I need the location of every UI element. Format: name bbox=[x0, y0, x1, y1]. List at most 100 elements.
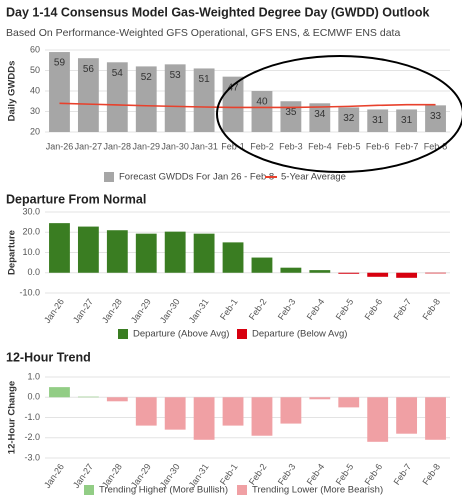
bar bbox=[77, 226, 99, 273]
bar bbox=[367, 272, 389, 277]
bar bbox=[338, 397, 360, 408]
bar bbox=[164, 231, 186, 273]
y-axis-label: 12-Hour Change bbox=[7, 381, 18, 454]
x-tick-label: Feb-3 bbox=[276, 462, 298, 487]
bar bbox=[135, 233, 157, 273]
chart-title: Day 1-14 Consensus Model Gas-Weighted De… bbox=[6, 5, 430, 19]
bar bbox=[280, 397, 302, 424]
bar bbox=[367, 109, 389, 132]
bar bbox=[135, 397, 157, 426]
x-tick-label: Feb-6 bbox=[366, 141, 390, 151]
bar bbox=[280, 267, 302, 273]
x-tick-label: Feb-1 bbox=[221, 141, 245, 151]
x-tick-label: Feb-8 bbox=[420, 297, 442, 322]
x-tick-label: Jan-26 bbox=[42, 462, 66, 490]
x-tick-label: Jan-30 bbox=[158, 297, 182, 325]
x-tick-label: Jan-28 bbox=[100, 297, 124, 325]
bar bbox=[251, 91, 273, 132]
bar bbox=[425, 272, 446, 274]
bar bbox=[251, 397, 273, 436]
bar bbox=[164, 397, 186, 430]
bar bbox=[164, 64, 186, 132]
legend-swatch bbox=[118, 329, 128, 339]
bar bbox=[135, 66, 157, 132]
y-tick-label: 40 bbox=[30, 85, 40, 95]
x-tick-label: Feb-2 bbox=[250, 141, 274, 151]
x-tick-label: Feb-4 bbox=[305, 297, 327, 322]
x-tick-label: Jan-31 bbox=[187, 297, 211, 325]
x-tick-label: Feb-4 bbox=[305, 462, 327, 487]
bar bbox=[77, 58, 99, 133]
bar bbox=[193, 397, 215, 440]
x-tick-label: Feb-5 bbox=[334, 297, 356, 322]
x-tick-label: Feb-2 bbox=[247, 462, 269, 487]
x-tick-label: Feb-5 bbox=[337, 141, 361, 151]
x-tick-label: Feb-4 bbox=[308, 141, 332, 151]
bar bbox=[49, 52, 70, 132]
chart-title: 12-Hour Trend bbox=[6, 350, 91, 364]
bar bbox=[49, 387, 70, 398]
data-label: 33 bbox=[430, 111, 442, 122]
bar bbox=[396, 397, 418, 434]
chart-subtitle: Based On Performance-Weighted GFS Operat… bbox=[6, 27, 400, 39]
bar bbox=[222, 242, 244, 273]
x-tick-label: Jan-28 bbox=[104, 141, 132, 151]
bar bbox=[77, 396, 99, 398]
x-tick-label: Jan-29 bbox=[129, 297, 153, 325]
bar bbox=[425, 105, 446, 132]
highlight-ellipse bbox=[216, 55, 462, 173]
legend-label: Forecast GWDDs For Jan 26 - Feb 8 bbox=[119, 172, 274, 183]
bar bbox=[309, 270, 331, 273]
legend-swatch bbox=[84, 485, 94, 495]
data-label: 31 bbox=[372, 115, 384, 126]
y-tick-label: 30.0 bbox=[22, 206, 40, 216]
data-label: 51 bbox=[199, 74, 211, 85]
x-tick-label: Feb-7 bbox=[395, 141, 419, 151]
x-tick-label: Jan-29 bbox=[132, 141, 160, 151]
data-label: 59 bbox=[54, 58, 66, 69]
y-tick-label: 0.0 bbox=[27, 267, 40, 277]
y-tick-label: 20 bbox=[30, 126, 40, 136]
y-tick-label: 0.0 bbox=[27, 392, 40, 402]
y-tick-label: 1.0 bbox=[27, 371, 40, 381]
y-tick-label: -1.0 bbox=[24, 412, 40, 422]
x-tick-label: Feb-1 bbox=[218, 297, 240, 322]
y-tick-label: -2.0 bbox=[24, 432, 40, 442]
x-tick-label: Feb-8 bbox=[424, 141, 448, 151]
legend-swatch bbox=[104, 172, 114, 182]
bar bbox=[396, 272, 418, 278]
y-tick-label: 30 bbox=[30, 106, 40, 116]
x-tick-label: Feb-3 bbox=[276, 297, 298, 322]
x-tick-label: Feb-6 bbox=[363, 462, 385, 487]
data-label: 47 bbox=[227, 82, 239, 93]
data-label: 34 bbox=[314, 109, 326, 120]
x-tick-label: Jan-26 bbox=[46, 141, 74, 151]
bar bbox=[425, 397, 446, 440]
bar bbox=[338, 272, 360, 274]
y-tick-label: 20.0 bbox=[22, 227, 40, 237]
legend-label: 5-Year Average bbox=[281, 172, 346, 183]
data-label: 56 bbox=[83, 64, 95, 75]
x-tick-label: Feb-6 bbox=[363, 297, 385, 322]
x-tick-label: Feb-1 bbox=[218, 462, 240, 487]
bar bbox=[193, 233, 215, 273]
bar bbox=[367, 397, 389, 442]
data-label: 54 bbox=[112, 68, 124, 79]
bar bbox=[106, 397, 128, 402]
data-label: 31 bbox=[401, 115, 413, 126]
bar bbox=[309, 103, 331, 132]
y-tick-label: 60 bbox=[30, 44, 40, 54]
bar bbox=[396, 109, 418, 132]
legend-label: Trending Higher (More Bullish) bbox=[99, 485, 228, 496]
y-axis-label: Daily GWDDs bbox=[7, 61, 18, 122]
x-tick-label: Feb-2 bbox=[247, 297, 269, 322]
legend-label: Departure (Below Avg) bbox=[252, 329, 347, 340]
x-tick-label: Jan-26 bbox=[42, 297, 66, 325]
data-label: 32 bbox=[343, 113, 355, 124]
legend-label: Departure (Above Avg) bbox=[133, 329, 229, 340]
data-label: 53 bbox=[170, 70, 182, 81]
x-tick-label: Feb-5 bbox=[334, 462, 356, 487]
y-tick-label: -10.0 bbox=[19, 287, 40, 297]
bar bbox=[193, 68, 215, 132]
